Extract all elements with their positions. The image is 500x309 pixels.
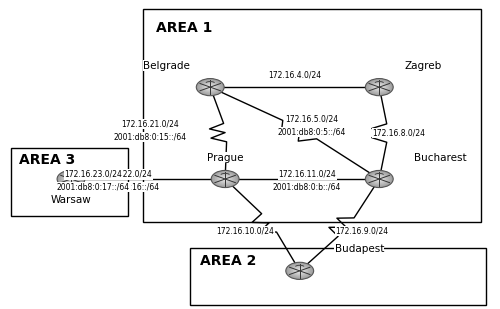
Circle shape (62, 174, 80, 184)
Circle shape (378, 86, 380, 88)
Circle shape (215, 173, 236, 185)
Text: 2001:db8:0:17::/64: 2001:db8:0:17::/64 (57, 183, 130, 192)
Text: Belgrade: Belgrade (144, 61, 190, 71)
Circle shape (222, 177, 228, 181)
Text: 2001:db8:0:b::/64: 2001:db8:0:b::/64 (273, 183, 342, 192)
Circle shape (202, 82, 219, 92)
Text: Bucharest: Bucharest (414, 153, 467, 163)
Text: 172.16.5.0/24: 172.16.5.0/24 (286, 115, 339, 124)
Circle shape (64, 175, 78, 183)
Text: 172.16.22.0/24: 172.16.22.0/24 (94, 170, 152, 179)
Circle shape (220, 176, 230, 182)
Circle shape (370, 82, 388, 92)
Circle shape (369, 173, 390, 185)
Circle shape (376, 177, 382, 181)
Circle shape (59, 171, 83, 186)
Circle shape (370, 174, 388, 184)
Text: 172.16.23.0/24: 172.16.23.0/24 (64, 170, 122, 179)
Text: Budapest: Budapest (334, 244, 384, 254)
Circle shape (366, 78, 393, 96)
Text: Prague: Prague (207, 153, 244, 163)
Text: AREA 3: AREA 3 (19, 153, 75, 167)
Text: Zagreb: Zagreb (404, 61, 442, 71)
Bar (190, 248, 486, 305)
Circle shape (200, 81, 220, 94)
Text: AREA 1: AREA 1 (156, 21, 212, 35)
Circle shape (290, 265, 310, 277)
Circle shape (291, 266, 308, 276)
Circle shape (372, 83, 386, 91)
Text: 172.16.10.0/24: 172.16.10.0/24 (216, 226, 274, 235)
Text: Warsaw: Warsaw (50, 195, 92, 205)
Circle shape (70, 178, 72, 180)
Text: 172.16.21.0/24: 172.16.21.0/24 (122, 119, 180, 128)
Circle shape (288, 263, 312, 278)
Circle shape (369, 81, 390, 94)
Circle shape (218, 175, 232, 183)
Circle shape (57, 171, 85, 188)
Text: 2001:db8:0:15::/64: 2001:db8:0:15::/64 (114, 132, 187, 141)
Circle shape (367, 171, 392, 186)
Circle shape (286, 262, 314, 279)
Text: 2001:db8:0:16::/64: 2001:db8:0:16::/64 (86, 183, 160, 192)
Circle shape (298, 270, 301, 272)
Text: AREA 2: AREA 2 (200, 254, 256, 268)
Text: 172.16.9.0/24: 172.16.9.0/24 (336, 226, 388, 235)
Text: 2001:db8:0:5::/64: 2001:db8:0:5::/64 (278, 128, 346, 137)
Circle shape (66, 176, 76, 182)
Circle shape (374, 176, 384, 182)
Bar (12, 148, 128, 216)
Circle shape (295, 268, 304, 274)
Circle shape (366, 171, 393, 188)
Circle shape (216, 174, 234, 184)
Circle shape (376, 85, 382, 89)
Circle shape (211, 171, 239, 188)
Circle shape (224, 178, 226, 180)
Circle shape (60, 173, 82, 185)
Bar (143, 9, 481, 222)
Circle shape (68, 177, 74, 181)
Circle shape (378, 178, 380, 180)
Circle shape (209, 86, 212, 88)
Circle shape (198, 80, 222, 95)
Text: 172.16.4.0/24: 172.16.4.0/24 (268, 70, 322, 79)
Circle shape (213, 171, 238, 186)
Text: 172.16.11.0/24: 172.16.11.0/24 (278, 170, 336, 179)
Circle shape (372, 175, 386, 183)
Circle shape (204, 83, 217, 91)
Circle shape (367, 80, 392, 95)
Circle shape (205, 84, 215, 90)
Circle shape (207, 85, 214, 89)
Circle shape (374, 84, 384, 90)
Circle shape (196, 78, 224, 96)
Circle shape (296, 269, 303, 273)
Text: 172.16.8.0/24: 172.16.8.0/24 (372, 129, 426, 138)
Circle shape (293, 267, 306, 275)
